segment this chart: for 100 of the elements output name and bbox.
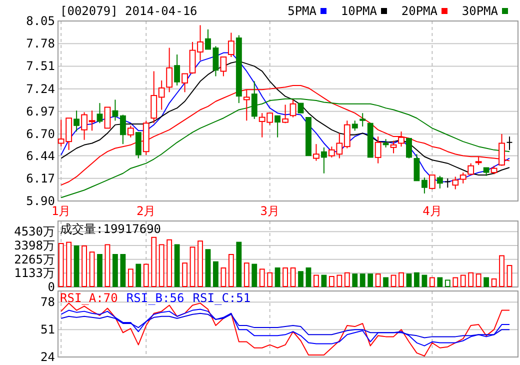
- bar: [328, 276, 334, 287]
- bar: [267, 272, 273, 287]
- candlestick: [127, 125, 134, 138]
- bar: [429, 277, 435, 287]
- legend-label: 30PMA: [462, 4, 499, 18]
- candlestick: [120, 114, 126, 145]
- bar: [220, 267, 226, 287]
- y-tick-label: 51: [40, 322, 55, 337]
- y-tick-label: 6.44: [26, 148, 55, 163]
- candlestick: [135, 132, 142, 159]
- candlestick: [74, 110, 80, 132]
- candlestick: [174, 54, 180, 86]
- legend-label: 20PMA: [401, 4, 438, 18]
- bar: [336, 274, 342, 287]
- bar: [290, 267, 296, 287]
- y-tick-label: 4530万: [14, 224, 55, 239]
- candlestick: [96, 102, 103, 124]
- bar: [143, 264, 149, 287]
- candlestick: [320, 146, 327, 174]
- bar: [476, 274, 482, 287]
- y-tick-label: 8.05: [26, 14, 55, 28]
- bar: [460, 274, 466, 287]
- candlestick: [436, 175, 443, 189]
- bar: [136, 264, 142, 287]
- bar: [452, 277, 458, 287]
- bar: [274, 267, 280, 287]
- bar: [368, 274, 374, 287]
- bar: [236, 242, 242, 287]
- candlestick: [506, 136, 513, 150]
- candlestick: [313, 144, 320, 162]
- x-tick-label: 2月: [136, 204, 156, 218]
- bar: [344, 272, 350, 287]
- bar: [282, 267, 288, 287]
- candlestick: [166, 47, 173, 93]
- bar: [104, 244, 110, 287]
- bar: [406, 274, 412, 287]
- chart-title: 成交量:19917690: [60, 222, 162, 236]
- y-tick-label: 7.24: [26, 82, 55, 96]
- y-tick-label: 1133万: [14, 266, 55, 280]
- bar: [484, 277, 490, 287]
- bar: [74, 245, 80, 287]
- bar: [506, 265, 512, 287]
- series-label: RSI_B:56: [126, 291, 184, 305]
- bar: [89, 252, 95, 287]
- bar: [468, 272, 474, 287]
- bar: [228, 254, 234, 287]
- x-tick-label: 3月: [260, 204, 280, 218]
- bar: [120, 254, 126, 287]
- bar: [128, 268, 134, 287]
- bar: [151, 236, 157, 287]
- candlestick: [220, 56, 227, 77]
- y-tick-label: 0: [48, 280, 55, 294]
- candlestick: [228, 32, 234, 58]
- x-tick-label: 4月: [422, 204, 442, 218]
- candlestick: [274, 115, 281, 138]
- candlestick: [444, 178, 451, 188]
- bar: [82, 245, 87, 287]
- candlestick: [243, 89, 250, 122]
- bar: [414, 272, 420, 287]
- bar: [360, 274, 366, 287]
- bar: [182, 262, 188, 287]
- bar: [252, 264, 258, 287]
- candlestick: [298, 102, 304, 114]
- candlestick: [498, 134, 505, 166]
- bar: [383, 277, 389, 287]
- candlestick: [290, 99, 296, 118]
- bar: [174, 244, 180, 287]
- candlestick: [452, 176, 459, 190]
- bar: [66, 242, 72, 287]
- chart-title: [002079] 2014-04-16: [60, 4, 198, 18]
- y-tick-label: 78: [40, 295, 55, 310]
- bar: [352, 274, 358, 287]
- bar: [444, 280, 450, 287]
- legend-label: 10PMA: [340, 4, 378, 18]
- bar: [213, 261, 218, 287]
- series-label: RSI_C:51: [192, 291, 251, 305]
- bar: [491, 278, 497, 287]
- candlestick: [374, 136, 382, 164]
- legend-label: 5PMA: [288, 4, 318, 18]
- bar: [58, 243, 64, 287]
- candlestick: [352, 120, 358, 132]
- bar: [244, 262, 250, 287]
- candlestick: [406, 138, 412, 159]
- candlestick: [398, 131, 404, 148]
- candlestick: [360, 112, 366, 127]
- candlestick: [104, 106, 111, 129]
- candlestick: [390, 140, 397, 154]
- candlestick: [282, 104, 288, 124]
- candlestick: [428, 174, 436, 190]
- y-tick-label: 7.78: [26, 36, 55, 51]
- bar: [306, 267, 312, 287]
- bar: [205, 249, 211, 287]
- bar: [422, 274, 428, 287]
- y-tick-label: 7.51: [26, 59, 55, 74]
- candlestick: [460, 172, 466, 184]
- bar: [97, 254, 102, 287]
- y-tick-label: 6.70: [26, 127, 55, 142]
- y-tick-label: 24: [40, 350, 55, 364]
- bar: [321, 274, 327, 287]
- bar: [112, 254, 118, 287]
